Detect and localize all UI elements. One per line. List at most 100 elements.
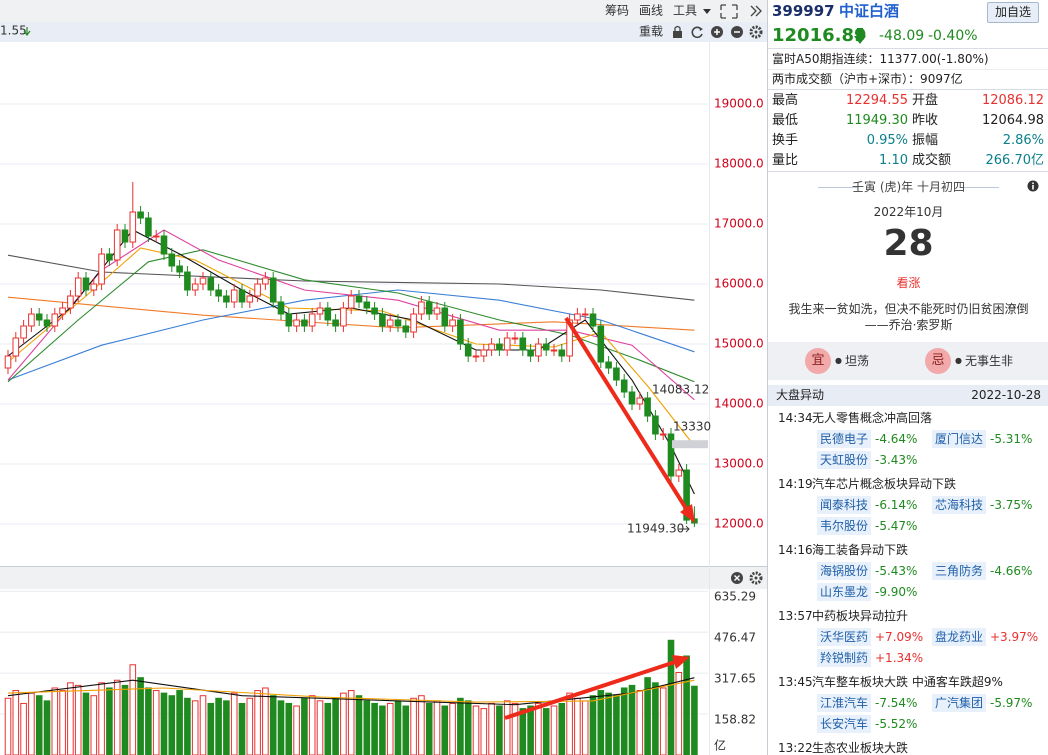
volume-bar <box>581 700 589 755</box>
volume-header <box>0 567 767 589</box>
volume-bar <box>12 690 20 755</box>
calendar-quote: 我生来一贫如洗，但决不能死时仍旧贫困潦倒 <box>788 302 1029 316</box>
volume-bar <box>464 700 472 755</box>
volume-bar <box>28 692 35 755</box>
volume-bar <box>683 655 690 755</box>
volume-bar <box>74 684 82 755</box>
zoom-in-icon[interactable] <box>711 26 723 38</box>
volume-bar <box>503 700 511 755</box>
candle-body <box>129 211 137 243</box>
toolbar-item[interactable]: 画线 <box>639 4 663 18</box>
candle-body <box>527 349 534 357</box>
candle-body <box>613 367 620 381</box>
volume-bar <box>308 695 316 755</box>
lock-icon[interactable] <box>673 25 682 39</box>
volume-bar <box>293 705 300 755</box>
volume-bar <box>566 692 573 755</box>
stock-name[interactable]: 海锅股份 <box>817 562 872 580</box>
settings-icon[interactable] <box>749 571 763 585</box>
divider <box>768 69 1048 70</box>
candle-body <box>503 337 511 351</box>
refresh-icon[interactable] <box>691 26 703 39</box>
candle-body <box>293 319 300 327</box>
stock-name[interactable]: 江淮汽车 <box>817 694 872 712</box>
move-time: 13:22 <box>778 741 813 755</box>
price-label: 14083.12 <box>652 383 709 397</box>
fullscreen-icon[interactable] <box>720 4 738 19</box>
volume-bar <box>152 690 160 755</box>
y-tick-label: 19000.0 <box>714 97 764 111</box>
reload-button[interactable]: 重载 <box>639 25 663 39</box>
toolbar-item[interactable]: 筹码 <box>605 4 629 18</box>
stock-name[interactable]: 三角防务 <box>932 562 987 580</box>
candle-body <box>675 469 683 477</box>
candle-body <box>659 433 667 436</box>
volume-bar <box>527 705 534 755</box>
settings-icon[interactable] <box>749 25 763 39</box>
candle-body <box>511 337 519 340</box>
candle-body <box>558 349 566 357</box>
stock-name[interactable]: 芯海科技 <box>932 496 987 514</box>
candle-body <box>98 253 105 285</box>
low-arrow <box>679 525 690 533</box>
lunar-date: 壬寅 (虎)年 十月初四 <box>852 180 965 194</box>
stock-name[interactable]: 天虹股份 <box>817 451 872 469</box>
stock-name[interactable]: 羚锐制药 <box>817 649 872 667</box>
volume-bar <box>558 702 566 755</box>
price-label: 11949.30 <box>627 522 684 536</box>
candle-body <box>246 295 254 303</box>
stock-change: -5.97% <box>990 696 1033 710</box>
info-icon[interactable] <box>1027 180 1039 192</box>
volume-bar <box>363 700 371 755</box>
candle-body <box>207 277 215 291</box>
volume-bar <box>285 702 293 755</box>
volume-bar <box>402 705 410 755</box>
zoom-out-icon[interactable] <box>731 26 743 38</box>
candle-body <box>176 265 183 273</box>
volume-bar <box>644 677 651 755</box>
move-time: 14:34 <box>778 411 813 425</box>
stock-name[interactable]: 山东墨龙 <box>817 583 872 601</box>
stock-name[interactable]: 广汽集团 <box>932 694 987 712</box>
volume-bar <box>199 695 207 755</box>
candle-body <box>597 325 605 363</box>
stat-value: 12086.12 <box>981 93 1044 108</box>
last-price: 12016.89 <box>772 25 867 46</box>
stock-name[interactable]: 盘龙药业 <box>932 628 987 646</box>
candle-body <box>418 301 425 315</box>
candle-body <box>480 349 488 357</box>
candle-body <box>230 289 238 303</box>
volume-bar <box>121 684 129 755</box>
stock-change: -4.64% <box>875 432 918 446</box>
volume-bar <box>589 695 597 755</box>
candle-body <box>199 277 207 285</box>
candle-body <box>12 337 20 357</box>
close-icon[interactable] <box>731 572 743 584</box>
expand-icon[interactable] <box>750 5 762 17</box>
stock-name[interactable]: 韦尔股份 <box>817 517 872 535</box>
add-watchlist-button[interactable]: 加自选 <box>987 2 1039 23</box>
candle-body <box>332 319 339 327</box>
calendar-day: 28 <box>883 223 934 264</box>
candle-body <box>90 283 98 291</box>
ji-text: 无事生非 <box>965 354 1014 368</box>
candle-body <box>59 307 66 315</box>
candle-body <box>35 313 43 321</box>
stock-name[interactable]: 沃华医药 <box>817 628 872 646</box>
candle-body <box>542 343 550 351</box>
stock-name[interactable]: 民德电子 <box>817 430 872 448</box>
stock-name[interactable]: 闻泰科技 <box>817 496 872 514</box>
stat-label: 成交额 <box>912 153 952 168</box>
stock-name[interactable]: 厦门信达 <box>932 430 987 448</box>
candle-body <box>589 313 597 327</box>
toolbar-item[interactable]: 工具 <box>673 4 697 18</box>
trend-arrow <box>564 316 695 523</box>
candle-body <box>254 283 261 297</box>
stock-name[interactable]: 长安汽车 <box>817 715 872 733</box>
candle-body <box>269 277 277 303</box>
candle-body <box>644 397 651 417</box>
volume-bar <box>43 700 51 755</box>
divider <box>768 171 1048 172</box>
candle-body <box>137 211 144 219</box>
stat-label: 开盘 <box>912 93 939 108</box>
